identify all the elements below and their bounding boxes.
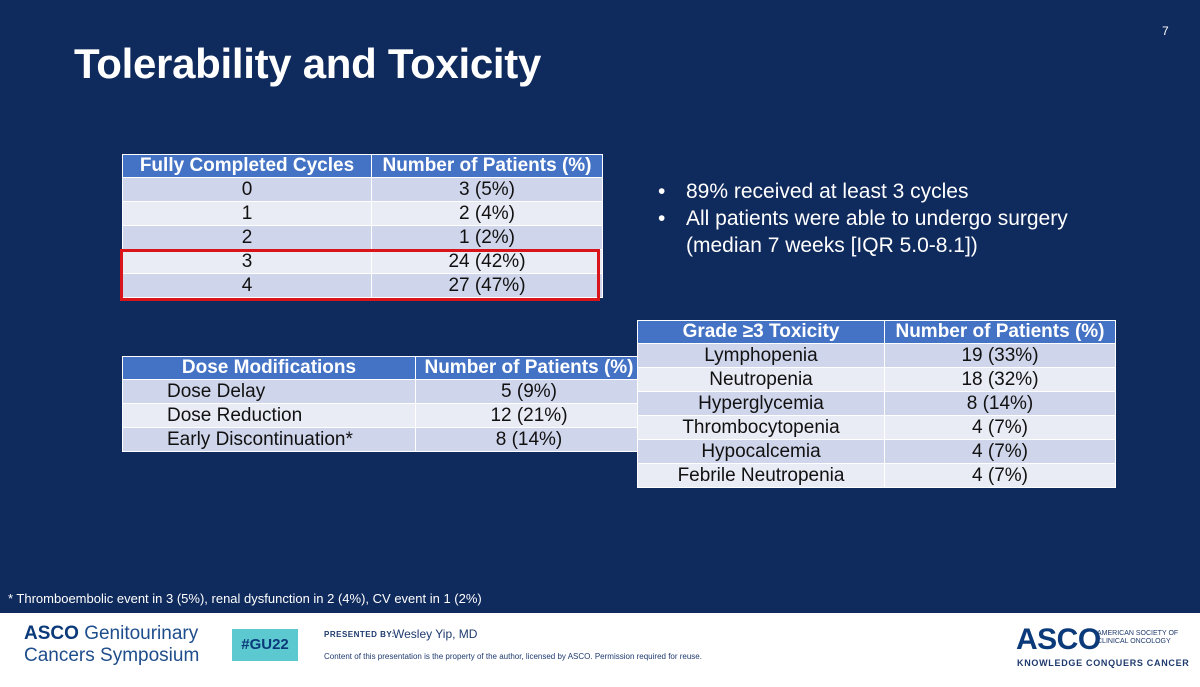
table-row: 0 3 (5%) xyxy=(122,177,603,202)
bullet-text: All patients were able to undergo surger… xyxy=(686,207,1068,257)
slide-title: Tolerability and Toxicity xyxy=(74,40,542,87)
table-cell: 19 (33%) xyxy=(884,343,1116,368)
table-row: 4 27 (47%) xyxy=(122,273,603,298)
asco-org-name: AMERICAN SOCIETY OF CLINICAL ONCOLOGY xyxy=(1097,630,1178,646)
bullet-text: 89% received at least 3 cycles xyxy=(686,180,969,203)
column-header: Number of Patients (%) xyxy=(884,320,1116,344)
conference-name-line1: Genitourinary xyxy=(84,623,199,644)
conference-name-line2: Cancers Symposium xyxy=(24,645,200,666)
conference-asco-wordmark: ASCO xyxy=(24,623,79,644)
disclaimer: Content of this presentation is the prop… xyxy=(324,652,702,661)
footer: ASCO Genitourinary Cancers Symposium #GU… xyxy=(0,613,1200,687)
table-cell: 8 (14%) xyxy=(415,427,643,452)
table-cell: Dose Reduction xyxy=(122,403,416,428)
toxicity-table: Grade ≥3 Toxicity Number of Patients (%)… xyxy=(637,320,1116,488)
bullet-marker: • xyxy=(658,180,666,203)
presenter-name: Wesley Yip, MD xyxy=(393,627,478,641)
table-cell: 3 (5%) xyxy=(371,177,603,202)
table-cell: Hypocalcemia xyxy=(637,439,885,464)
column-header: Grade ≥3 Toxicity xyxy=(637,320,885,344)
table-cell: 12 (21%) xyxy=(415,403,643,428)
table-cell: 4 (7%) xyxy=(884,463,1116,488)
conference-logo: ASCO Genitourinary Cancers Symposium xyxy=(24,623,199,667)
table-cell: Lymphopenia xyxy=(637,343,885,368)
table-row: 1 2 (4%) xyxy=(122,201,603,226)
hashtag-badge: #GU22 xyxy=(232,629,298,661)
table-header-row: Grade ≥3 Toxicity Number of Patients (%) xyxy=(637,320,1116,344)
table-cell: 4 (7%) xyxy=(884,439,1116,464)
table-row: 2 1 (2%) xyxy=(122,225,603,250)
table-header-row: Dose Modifications Number of Patients (%… xyxy=(122,356,643,380)
table-cell: 18 (32%) xyxy=(884,367,1116,392)
asco-logo: ASCO xyxy=(1016,623,1101,656)
cycles-table: Fully Completed Cycles Number of Patient… xyxy=(122,154,603,298)
table-cell: 1 (2%) xyxy=(371,225,603,250)
table-row: Dose Reduction 12 (21%) xyxy=(122,403,643,428)
bullet-item: • 89% received at least 3 cycles xyxy=(654,178,1094,205)
table-cell: 5 (9%) xyxy=(415,379,643,404)
table-cell: Hyperglycemia xyxy=(637,391,885,416)
slide: 7 Tolerability and Toxicity Fully Comple… xyxy=(0,0,1200,613)
table-cell: 1 xyxy=(122,201,372,226)
table-row: Thrombocytopenia 4 (7%) xyxy=(637,415,1116,440)
table-cell: 3 xyxy=(122,249,372,274)
table-cell: 2 xyxy=(122,225,372,250)
table-cell: 8 (14%) xyxy=(884,391,1116,416)
table-row: Hyperglycemia 8 (14%) xyxy=(637,391,1116,416)
table-cell: Early Discontinuation* xyxy=(122,427,416,452)
column-header: Fully Completed Cycles xyxy=(122,154,372,178)
table-cell: 4 xyxy=(122,273,372,298)
table-row: Hypocalcemia 4 (7%) xyxy=(637,439,1116,464)
table-cell: 0 xyxy=(122,177,372,202)
asco-tagline: KNOWLEDGE CONQUERS CANCER xyxy=(1017,658,1190,668)
table-cell: Febrile Neutropenia xyxy=(637,463,885,488)
dose-table: Dose Modifications Number of Patients (%… xyxy=(122,356,643,452)
table-row: Dose Delay 5 (9%) xyxy=(122,379,643,404)
table-cell: 27 (47%) xyxy=(371,273,603,298)
table-cell: Thrombocytopenia xyxy=(637,415,885,440)
table-cell: 4 (7%) xyxy=(884,415,1116,440)
table-cell: Dose Delay xyxy=(122,379,416,404)
table-row: Febrile Neutropenia 4 (7%) xyxy=(637,463,1116,488)
footnote: * Thromboembolic event in 3 (5%), renal … xyxy=(8,591,482,606)
bullet-item: • All patients were able to undergo surg… xyxy=(654,205,1094,259)
bullet-list: • 89% received at least 3 cycles • All p… xyxy=(654,178,1094,259)
column-header: Number of Patients (%) xyxy=(415,356,643,380)
table-cell: Neutropenia xyxy=(637,367,885,392)
asco-org-line1: AMERICAN SOCIETY OF xyxy=(1097,630,1179,637)
table-row: Early Discontinuation* 8 (14%) xyxy=(122,427,643,452)
slide-number: 7 xyxy=(1162,24,1169,38)
table-header-row: Fully Completed Cycles Number of Patient… xyxy=(122,154,603,178)
presented-by-label: PRESENTED BY: xyxy=(324,630,395,639)
bullet-marker: • xyxy=(658,207,666,230)
asco-org-line2: CLINICAL ONCOLOGY xyxy=(1097,638,1171,645)
column-header: Dose Modifications xyxy=(122,356,416,380)
table-row: Lymphopenia 19 (33%) xyxy=(637,343,1116,368)
column-header: Number of Patients (%) xyxy=(371,154,603,178)
table-row: Neutropenia 18 (32%) xyxy=(637,367,1116,392)
highlight-box xyxy=(120,249,600,301)
table-cell: 2 (4%) xyxy=(371,201,603,226)
